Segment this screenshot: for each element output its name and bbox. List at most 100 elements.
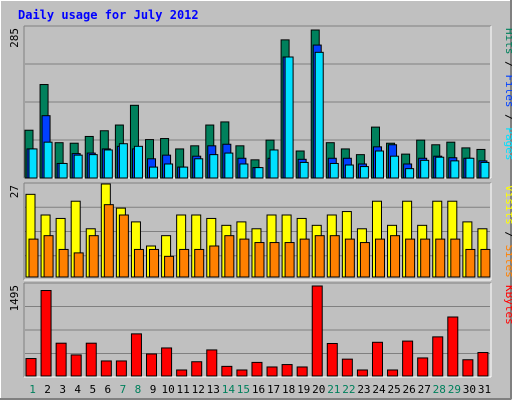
sites-bar bbox=[254, 242, 265, 278]
kbytes-bar bbox=[191, 361, 203, 377]
sites-bar bbox=[405, 238, 416, 278]
x-tick-label: 3 bbox=[59, 383, 66, 396]
x-tick-label: 31 bbox=[478, 383, 491, 396]
sites-bar bbox=[179, 248, 190, 278]
kbytes-bar bbox=[251, 361, 263, 377]
kbytes-bar bbox=[55, 342, 67, 377]
pages-bar bbox=[420, 159, 430, 179]
kbytes-bar bbox=[341, 358, 353, 377]
pages-bar bbox=[164, 163, 174, 179]
kbytes-bar bbox=[402, 340, 414, 377]
legend-separator: / bbox=[503, 108, 512, 128]
sites-bar bbox=[118, 214, 129, 278]
x-tick-label: 10 bbox=[161, 383, 174, 396]
x-tick-label: 11 bbox=[177, 383, 190, 396]
sites-bar bbox=[450, 238, 461, 278]
pages-bar bbox=[359, 166, 369, 179]
pages-bar bbox=[118, 143, 128, 179]
pages-bar bbox=[314, 51, 324, 179]
kbytes-bar bbox=[85, 342, 97, 377]
x-tick-label: 9 bbox=[150, 383, 157, 396]
legend-entry-visits: Visits bbox=[503, 185, 512, 225]
kbytes-bar bbox=[206, 349, 218, 377]
y-max-label: 27 bbox=[8, 185, 21, 198]
pages-bar bbox=[374, 150, 384, 179]
legend-entry-hits: Hits bbox=[503, 28, 512, 55]
legend-2: Visits / Sites bbox=[503, 185, 512, 278]
kbytes-bar bbox=[281, 364, 293, 377]
kbytes-bar bbox=[221, 365, 233, 377]
x-tick-label: 15 bbox=[237, 383, 250, 396]
pages-bar bbox=[405, 168, 415, 179]
pages-bar bbox=[269, 149, 279, 179]
kbytes-bar bbox=[115, 360, 127, 377]
pages-bar bbox=[329, 162, 339, 179]
sites-bar bbox=[58, 248, 69, 278]
kbytes-bar bbox=[100, 360, 112, 377]
kbytes-bar bbox=[130, 333, 142, 377]
pages-bar bbox=[254, 167, 264, 179]
pages-bar bbox=[88, 154, 98, 179]
pages-bar bbox=[209, 154, 219, 179]
sites-bar bbox=[43, 235, 54, 278]
kbytes-bar bbox=[176, 369, 188, 377]
sites-bar bbox=[359, 242, 370, 278]
legend-entry-files: Files bbox=[503, 74, 512, 107]
x-tick-label: 6 bbox=[105, 383, 112, 396]
pages-bar bbox=[344, 164, 354, 179]
sites-bar bbox=[164, 255, 175, 278]
sites-bar bbox=[329, 235, 340, 278]
pages-bar bbox=[149, 166, 159, 179]
sites-bar bbox=[224, 235, 235, 278]
pages-bar bbox=[58, 162, 68, 179]
sites-bar bbox=[435, 238, 446, 278]
sites-bar bbox=[73, 252, 84, 278]
kbytes-bar bbox=[266, 366, 278, 377]
pages-bar bbox=[179, 166, 189, 179]
x-tick-label: 18 bbox=[282, 383, 295, 396]
x-tick-label: 24 bbox=[372, 383, 386, 396]
x-tick-label: 1 bbox=[29, 383, 36, 396]
kbytes-bar bbox=[371, 341, 383, 377]
x-tick-label: 28 bbox=[433, 383, 446, 396]
kbytes-bar bbox=[146, 353, 158, 377]
x-tick-label: 26 bbox=[403, 383, 416, 396]
x-tick-label: 21 bbox=[327, 383, 340, 396]
sites-bar bbox=[420, 238, 431, 278]
sites-bar bbox=[314, 235, 325, 278]
sites-bar bbox=[480, 248, 491, 278]
kbytes-bar bbox=[477, 352, 489, 377]
legend-separator: / bbox=[503, 225, 512, 245]
pages-bar bbox=[390, 155, 400, 179]
x-tick-label: 30 bbox=[463, 383, 476, 396]
kbytes-bar bbox=[236, 369, 248, 377]
pages-bar bbox=[435, 156, 445, 179]
kbytes-bar bbox=[25, 358, 37, 377]
kbytes-bar bbox=[387, 369, 399, 377]
kbytes-bar bbox=[462, 359, 474, 377]
pages-bar bbox=[284, 56, 294, 179]
x-tick-label: 27 bbox=[418, 383, 431, 396]
pages-bar bbox=[239, 163, 249, 179]
x-tick-label: 4 bbox=[74, 383, 81, 396]
sites-bar bbox=[269, 242, 280, 278]
legend-entry-pages: Pages bbox=[503, 127, 512, 160]
pages-bar bbox=[450, 160, 460, 179]
pages-bar bbox=[28, 148, 38, 179]
x-tick-label: 13 bbox=[207, 383, 220, 396]
sites-bar bbox=[239, 238, 250, 278]
x-tick-label: 22 bbox=[342, 383, 355, 396]
legend-1: Hits / Files / Pages bbox=[503, 28, 512, 161]
pages-bar bbox=[133, 145, 143, 179]
sites-bar bbox=[344, 238, 355, 278]
sites-bar bbox=[133, 248, 144, 278]
legend-3: KBytes bbox=[503, 285, 512, 325]
x-tick-label: 17 bbox=[267, 383, 280, 396]
sites-bar bbox=[103, 204, 114, 278]
legend-entry-kbytes: KBytes bbox=[503, 285, 512, 325]
kbytes-bar bbox=[161, 347, 173, 377]
pages-bar bbox=[194, 158, 204, 179]
x-tick-label: 8 bbox=[135, 383, 142, 396]
kbytes-bar bbox=[70, 354, 82, 377]
